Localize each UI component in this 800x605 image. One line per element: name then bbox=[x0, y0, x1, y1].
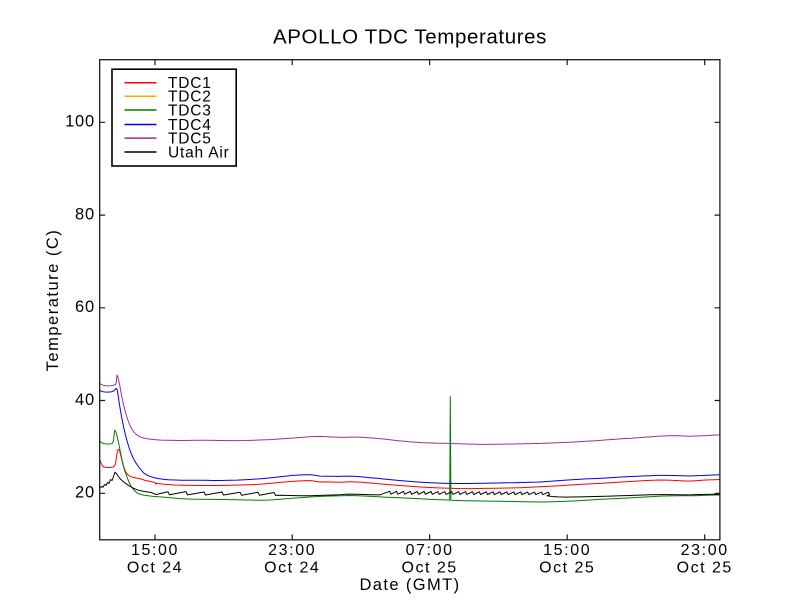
svg-text:40: 40 bbox=[75, 391, 95, 409]
svg-text:Utah Air: Utah Air bbox=[168, 145, 230, 162]
svg-text:15:00: 15:00 bbox=[131, 542, 179, 559]
svg-text:Date (GMT): Date (GMT) bbox=[359, 576, 460, 594]
svg-text:80: 80 bbox=[75, 205, 95, 223]
svg-text:Oct 25: Oct 25 bbox=[402, 560, 458, 577]
svg-text:Oct 24: Oct 24 bbox=[264, 560, 320, 577]
svg-text:TDC4: TDC4 bbox=[168, 117, 212, 134]
svg-text:Temperature (C): Temperature (C) bbox=[44, 229, 62, 372]
svg-text:TDC1: TDC1 bbox=[168, 75, 212, 92]
svg-text:Oct 24: Oct 24 bbox=[127, 560, 183, 577]
svg-text:Oct 25: Oct 25 bbox=[677, 560, 733, 577]
svg-text:23:00: 23:00 bbox=[268, 542, 316, 559]
svg-text:15:00: 15:00 bbox=[543, 542, 591, 559]
svg-text:60: 60 bbox=[75, 298, 95, 316]
svg-text:23:00: 23:00 bbox=[681, 542, 729, 559]
svg-text:07:00: 07:00 bbox=[406, 542, 454, 559]
svg-text:TDC5: TDC5 bbox=[168, 131, 212, 148]
svg-text:Oct 25: Oct 25 bbox=[539, 560, 595, 577]
svg-text:TDC3: TDC3 bbox=[168, 103, 212, 120]
svg-text:APOLLO TDC Temperatures: APOLLO TDC Temperatures bbox=[273, 26, 547, 49]
svg-text:20: 20 bbox=[75, 484, 95, 502]
svg-text:100: 100 bbox=[65, 113, 95, 131]
svg-text:TDC2: TDC2 bbox=[168, 89, 212, 106]
